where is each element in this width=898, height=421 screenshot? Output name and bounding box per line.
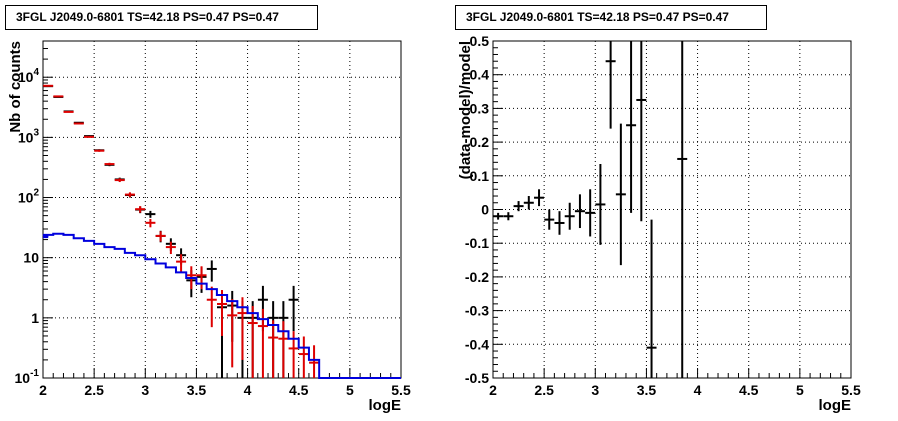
right-x-tick-label: 2 — [489, 382, 497, 398]
left-y-axis-title: Nb of counts — [7, 41, 24, 133]
left-x-axis-title: logE — [369, 397, 402, 414]
right-y-tick-label: -0.3 — [465, 303, 489, 319]
left-chart-title: 3FGL J2049.0-6801 TS=42.18 PS=0.47 PS=0.… — [5, 5, 318, 30]
left-y-tick-label: 104 — [18, 67, 40, 85]
right-y-tick-label: 0.2 — [470, 134, 490, 150]
right-x-axis-title: logE — [819, 397, 852, 414]
right-x-tick-label: 3 — [591, 382, 599, 398]
right-y-tick-label: -0.4 — [465, 336, 489, 352]
left-x-tick-label: 2 — [39, 382, 47, 398]
left-x-tick-label: 5 — [346, 382, 354, 398]
left-x-tick-label: 3 — [141, 382, 149, 398]
right-y-tick-label: 0.4 — [470, 67, 490, 83]
left-x-tick-label: 4 — [244, 382, 252, 398]
right-x-tick-label: 3.5 — [637, 382, 657, 398]
left-y-tick-label: 103 — [18, 127, 40, 145]
left-y-tick-label: 102 — [18, 188, 40, 206]
right-y-tick-label: 0.3 — [470, 100, 490, 116]
left-y-tick-label: 10 — [23, 250, 39, 266]
right-y-tick-label: 0 — [481, 202, 489, 218]
right-x-tick-label: 4.5 — [739, 382, 759, 398]
left-x-tick-label: 3.5 — [187, 382, 207, 398]
right-chart-title: 3FGL J2049.0-6801 TS=42.18 PS=0.47 PS=0.… — [455, 5, 767, 30]
right-y-axis-title: (data-model)/model — [457, 41, 474, 179]
right-y-tick-label: 0.1 — [470, 168, 490, 184]
left-y-tick-label: 1 — [31, 310, 39, 326]
left-y-tick-label: 10-1 — [15, 368, 40, 386]
left-x-tick-label: 4.5 — [289, 382, 309, 398]
right-chart: 2 2.5 3 3.5 4 4.5 5 5.5 -0.5 -0.4 -0.3 -0.2 -0.1 0 0.1… — [457, 33, 861, 414]
model-step-line — [42, 232, 401, 379]
right-y-tick-label: -0.5 — [465, 370, 489, 386]
left-x-tick-label: 5.5 — [391, 382, 411, 398]
left-chart: 2 2.5 3 3.5 4 4.5 5 5.5 10-1 1 10 102 103 104 logE Nb o… — [7, 40, 411, 414]
right-y-tick-label: 0.5 — [470, 33, 490, 49]
left-x-tick-label: 2.5 — [84, 382, 104, 398]
right-x-tick-label: 5 — [796, 382, 804, 398]
right-x-tick-label: 4 — [694, 382, 702, 398]
right-x-tick-label: 5.5 — [841, 382, 861, 398]
right-y-tick-label: -0.2 — [465, 269, 489, 285]
right-y-tick-label: -0.1 — [465, 235, 489, 251]
right-x-tick-label: 2.5 — [534, 382, 554, 398]
